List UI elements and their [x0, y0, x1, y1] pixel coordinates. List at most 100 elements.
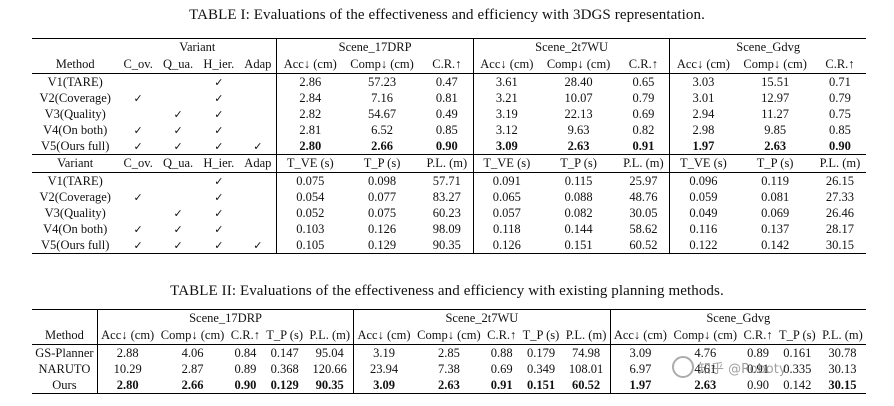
scene-header: Scene_Gdvg — [669, 38, 866, 56]
metric-value: 0.161 — [783, 345, 812, 360]
metric-value: 0.119 — [761, 173, 789, 188]
metric-header: Comp↓ (cm) — [736, 56, 814, 74]
metric-value: 0.81 — [435, 90, 458, 105]
metric-value: 0.47 — [435, 74, 458, 89]
metric-value: 60.52 — [629, 237, 658, 252]
metric-value: 2.80 — [96, 377, 158, 394]
metric-value: 74.98 — [571, 345, 601, 360]
method-name: V3(Quality) — [44, 205, 106, 220]
metric-value: 3.12 — [472, 122, 540, 138]
metric-header: T_VE (s) — [669, 154, 737, 173]
header-blank — [32, 310, 97, 328]
variant-col-header: Adap — [239, 154, 277, 173]
metric-header: Acc↓ (cm) — [609, 327, 671, 345]
variant-col-header: Adap — [239, 56, 277, 74]
metric-value: 30.78 — [828, 345, 857, 360]
variant-check — [118, 106, 157, 122]
table1-caption: TABLE I: Evaluations of the effectivenes… — [189, 7, 705, 23]
metric-value: 4.61 — [694, 361, 717, 376]
metric-header: Comp↓ (cm) — [670, 327, 741, 345]
variant-check — [158, 189, 198, 205]
metric-value: 120.66 — [312, 361, 347, 376]
method-name: NARUTO — [38, 361, 91, 376]
variant-check: ✓ — [253, 238, 263, 252]
metric-value: 2.86 — [276, 73, 344, 90]
table1-row: V1(TARE) ✓ 2.86 57.23 0.47 3.61 28.40 0.65 3.03 1… — [32, 73, 866, 91]
metric-value: 0.075 — [367, 205, 397, 220]
metric-value: 0.88 — [490, 345, 513, 360]
metric-header: Comp↓ (cm) — [413, 327, 484, 345]
metric-value: 95.04 — [315, 345, 344, 360]
metric-value: 90.35 — [432, 237, 461, 252]
metric-value: 9.63 — [567, 122, 590, 137]
metric-value: 2.66 — [371, 138, 393, 153]
metric-value: 2.80 — [276, 138, 344, 155]
metric-header: Acc↓ (cm) — [669, 56, 737, 74]
metric-value: 6.52 — [371, 122, 393, 137]
table1-row: V2(Coverage) ✓ ✓ 2.84 7.16 0.81 3.21 10.07 0.79 3… — [32, 90, 866, 106]
variant-col-header: Q_ua. — [157, 154, 199, 173]
variant-check — [118, 173, 157, 190]
metric-value: 2.63 — [567, 138, 590, 153]
metric-value: 90.35 — [315, 377, 344, 392]
metric-value: 0.75 — [829, 106, 851, 121]
method-name: V2(Coverage) — [39, 90, 111, 105]
variant-check — [239, 173, 276, 190]
metric-value: 0.088 — [564, 189, 593, 204]
metric-value: 7.38 — [437, 361, 460, 376]
metric-value: 26.46 — [825, 205, 855, 220]
table1-row: V2(Coverage) ✓ ✓ 0.054 0.077 83.27 0.065 0.088 4… — [32, 189, 866, 205]
table2-caption: TABLE II: Evaluations of the effectivene… — [170, 283, 724, 299]
metric-value: 0.91 — [490, 377, 513, 392]
metric-value: 108.01 — [568, 361, 604, 376]
variant-check: ✓ — [214, 174, 224, 188]
metric-value: 1.97 — [669, 138, 737, 155]
metric-value: 0.69 — [632, 106, 655, 121]
metric-header: T_P (s) — [343, 154, 421, 173]
variant-check: ✓ — [173, 139, 183, 153]
metric-value: 0.368 — [270, 361, 299, 376]
metric-value: 0.091 — [472, 172, 540, 189]
variant-group-header: Variant — [179, 40, 216, 54]
variant-check — [118, 74, 157, 91]
metric-value: 26.15 — [825, 173, 855, 188]
variant-check: ✓ — [214, 123, 224, 137]
variant-check: ✓ — [133, 123, 143, 137]
metric-value: 30.15 — [825, 237, 855, 252]
variant-check: ✓ — [214, 91, 224, 105]
variant-check: ✓ — [173, 123, 183, 137]
variant-check — [239, 122, 276, 138]
table1-subheader-row: Method C_ov. Q_ua. H_ier. Adap Acc↓ (cm) Comp↓… — [32, 56, 866, 74]
metric-value: 28.17 — [825, 221, 855, 236]
metric-value: 57.23 — [367, 74, 397, 89]
metric-header: Acc↓ (cm) — [353, 327, 414, 345]
variant-check: ✓ — [173, 206, 183, 220]
metric-value: 0.142 — [783, 377, 812, 392]
metric-value: 6.97 — [609, 361, 671, 377]
metric-header: Acc↓ (cm) — [276, 56, 344, 74]
table1-row: V3(Quality) ✓ ✓ 2.82 54.67 0.49 3.19 22.13 0.69 2… — [32, 106, 866, 122]
variant-col-header: Q_ua. — [157, 56, 199, 74]
table2-row: GS-Planner 2.88 4.06 0.84 0.147 95.04 3.19 2.85… — [32, 344, 866, 361]
metric-value: 0.84 — [234, 345, 257, 360]
table1-row: V4(On both) ✓ ✓ ✓ 0.103 0.126 98.09 0.118 0.144 5… — [32, 221, 866, 237]
metric-value: 30.15 — [828, 377, 857, 392]
metric-header: C.R.↑ — [227, 327, 264, 345]
metric-value: 60.23 — [432, 205, 461, 220]
table1-row: V5(Ours full) ✓ ✓ ✓ ✓ 2.80 2.66 0.90 3.09 2.63 0.9… — [32, 138, 866, 155]
metric-value: 0.71 — [829, 74, 851, 89]
metric-value: 0.081 — [761, 189, 790, 204]
metric-value: 0.90 — [435, 138, 458, 153]
metric-header: C.R.↑ — [617, 56, 670, 74]
metric-value: 11.27 — [761, 106, 789, 121]
variant-check — [118, 205, 157, 221]
variant-check: ✓ — [133, 139, 143, 153]
metric-value: 48.76 — [629, 189, 658, 204]
metric-value: 0.077 — [367, 189, 397, 204]
metric-value: 83.27 — [432, 189, 461, 204]
metric-value: 0.129 — [270, 377, 299, 392]
method-name: V5(Ours full) — [41, 237, 110, 252]
metric-value: 0.85 — [435, 122, 458, 137]
metric-value: 98.09 — [432, 221, 461, 236]
variant-check: ✓ — [214, 206, 224, 220]
